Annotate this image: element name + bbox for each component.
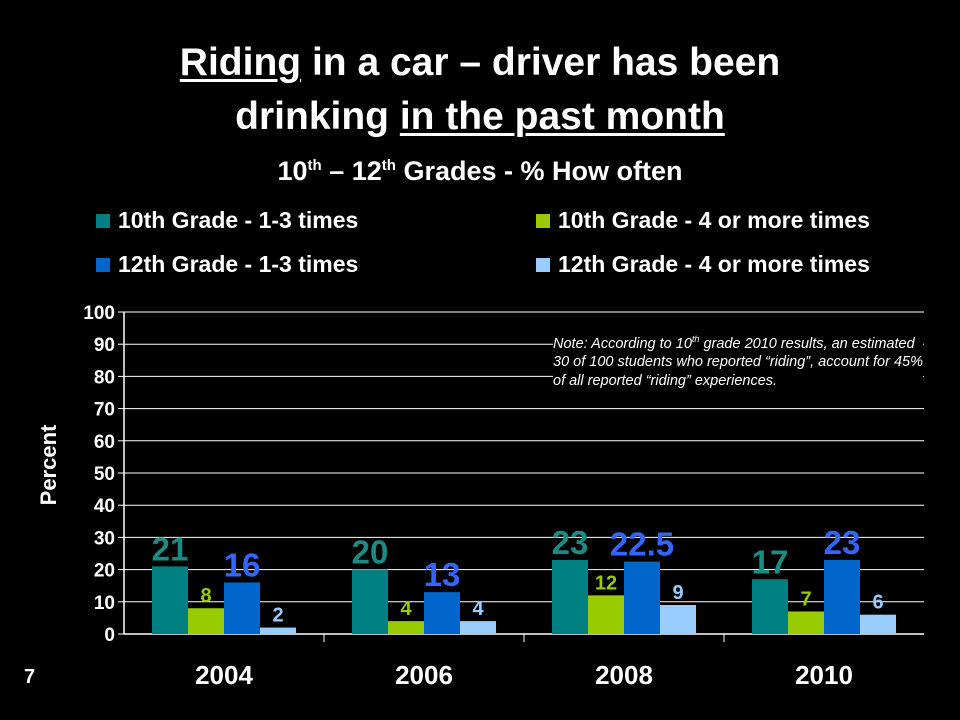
- legend-swatch: [96, 257, 110, 272]
- note-text-a: Note: According to 10: [553, 335, 692, 352]
- y-tick-label: 40: [94, 496, 115, 517]
- x-tick-label: 2010: [795, 660, 853, 690]
- chart-note: Note: According to 10th grade 2010 resul…: [553, 330, 923, 391]
- bar: [788, 611, 824, 634]
- y-tick-label: 50: [94, 464, 115, 485]
- legend-item-10th-1-3: 10th Grade - 1-3 times: [96, 207, 358, 234]
- bar: [224, 582, 260, 634]
- legend-swatch: [536, 257, 550, 272]
- y-tick-label: 0: [104, 625, 115, 646]
- title-phrase-past-month: in the past month: [399, 95, 725, 138]
- y-tick-label: 70: [94, 400, 115, 421]
- bar: [260, 627, 296, 634]
- bar: [752, 579, 788, 634]
- chart-subtitle: 10th – 12th Grades - % How often: [0, 146, 960, 191]
- title-text-1: in a car – driver has been: [301, 41, 781, 84]
- data-label: 21: [152, 530, 189, 567]
- bar: [388, 621, 424, 634]
- chart-title-block: Riding in a car – driver has been drinki…: [0, 36, 960, 191]
- bar: [152, 566, 188, 634]
- data-label: 13: [424, 556, 461, 593]
- bar: [424, 592, 460, 634]
- bar: [460, 621, 496, 634]
- legend-item-12th-4-plus: 12th Grade - 4 or more times: [536, 251, 870, 278]
- x-tick-label: 2006: [395, 660, 453, 690]
- y-tick-label: 100: [83, 303, 115, 324]
- data-label: 20: [352, 534, 389, 571]
- data-label: 16: [224, 546, 261, 583]
- legend-swatch: [96, 213, 110, 228]
- chart-title-line-2: drinking in the past month: [0, 90, 960, 144]
- bar: [860, 614, 896, 634]
- page-number: 7: [24, 666, 36, 688]
- note-text-b: grade 2010 results, an estimated 30 of 1…: [553, 335, 923, 389]
- data-label: 6: [872, 592, 883, 614]
- data-label: 23: [824, 524, 861, 561]
- subtitle-sup-1: th: [307, 157, 322, 174]
- chart-legend: 10th Grade - 1-3 times 10th Grade - 4 or…: [96, 207, 936, 287]
- note-sup: th: [691, 334, 700, 344]
- y-tick-label: 60: [94, 432, 115, 453]
- legend-item-12th-1-3: 12th Grade - 1-3 times: [96, 251, 358, 278]
- data-label: 4: [472, 598, 484, 620]
- legend-label: 12th Grade - 1-3 times: [118, 251, 359, 277]
- y-axis-label: Percent: [36, 424, 61, 505]
- bar: [660, 605, 696, 634]
- legend-swatch: [536, 213, 550, 228]
- bar: [824, 559, 860, 634]
- y-tick-label: 30: [94, 528, 115, 549]
- legend-label: 12th Grade - 4 or more times: [558, 251, 870, 277]
- title-word-riding: Riding: [179, 41, 302, 84]
- subtitle-part-a: 10: [277, 156, 308, 186]
- subtitle-sup-2: th: [381, 157, 396, 174]
- chart-title-line-1: Riding in a car – driver has been: [0, 36, 960, 90]
- legend-label: 10th Grade - 1-3 times: [118, 207, 359, 233]
- bar: [552, 559, 588, 634]
- bar: [624, 561, 660, 634]
- data-label: 12: [595, 572, 617, 594]
- subtitle-part-b: – 12: [321, 156, 382, 186]
- subtitle-part-c: Grades - % How often: [395, 156, 683, 186]
- data-label: 4: [400, 598, 412, 620]
- y-tick-label: 80: [94, 367, 115, 388]
- y-tick-label: 20: [94, 561, 115, 582]
- data-label: 2: [272, 605, 283, 627]
- y-tick-label: 90: [94, 335, 115, 356]
- data-label: 8: [200, 585, 211, 607]
- data-label: 22.5: [610, 526, 674, 563]
- legend-label: 10th Grade - 4 or more times: [558, 207, 870, 233]
- legend-item-10th-4-plus: 10th Grade - 4 or more times: [536, 207, 870, 234]
- x-tick-label: 2004: [195, 660, 253, 690]
- bar: [188, 608, 224, 634]
- data-label: 9: [672, 582, 683, 604]
- bar: [352, 569, 388, 634]
- data-label: 17: [752, 543, 789, 580]
- data-label: 7: [800, 588, 811, 610]
- data-label: 23: [552, 524, 589, 561]
- bar: [588, 595, 624, 634]
- x-tick-label: 2008: [595, 660, 653, 690]
- y-tick-label: 10: [94, 593, 115, 614]
- title-word-drinking: drinking: [235, 95, 400, 138]
